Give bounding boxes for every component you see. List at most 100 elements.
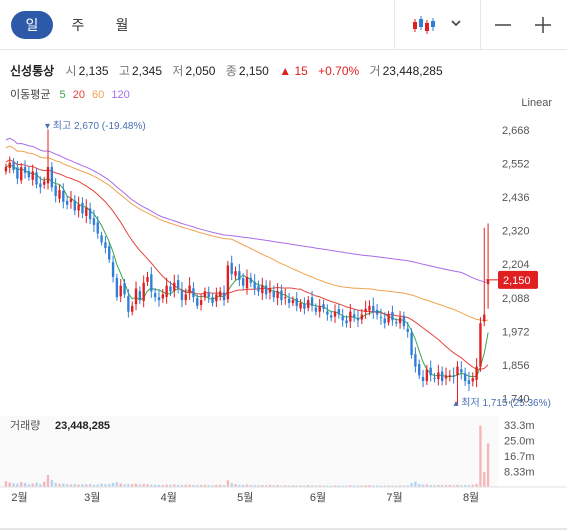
x-tick-label: 3월 — [84, 491, 100, 504]
candle-body — [54, 185, 57, 196]
volume-bar — [483, 472, 486, 487]
candle-body — [253, 281, 256, 289]
current-price-label: 2,150 — [503, 275, 531, 287]
change-arrow: ▲ — [279, 64, 292, 78]
tab-monthly[interactable]: 월 — [115, 17, 129, 33]
volume-bar — [429, 484, 432, 487]
volume-bar — [418, 484, 421, 487]
volume-bar — [127, 484, 130, 487]
candle-body — [134, 288, 138, 305]
x-tick-label: 5월 — [237, 491, 253, 504]
volume-bar — [280, 485, 283, 487]
candle-body — [264, 285, 268, 295]
volume-tick-label: 8.33m — [504, 466, 535, 478]
volume-bar — [249, 484, 253, 487]
candle-body — [356, 318, 360, 321]
candle-body — [425, 369, 429, 382]
candle-body — [16, 167, 19, 179]
candle-body — [153, 293, 157, 298]
candle-body — [146, 276, 149, 282]
y-tick-label: 2,204 — [502, 259, 530, 271]
y-tick-label: 2,668 — [502, 125, 530, 137]
candle-body — [391, 311, 394, 321]
volume-bar — [62, 483, 65, 487]
volume-bar — [460, 485, 463, 487]
candle-body — [42, 181, 46, 185]
volume-bar — [180, 485, 184, 487]
volume-bar — [471, 484, 474, 487]
volume-bar — [31, 483, 34, 487]
volume-tick-label: 33.3m — [504, 420, 535, 432]
zoom-in-button[interactable] — [528, 10, 558, 40]
volume-bar — [272, 485, 275, 487]
volume-bar — [8, 482, 11, 487]
candle-body — [50, 167, 54, 188]
volume-bar — [50, 479, 54, 487]
candle-body — [352, 314, 356, 318]
candle-body — [414, 354, 417, 367]
volume-bar — [475, 484, 478, 487]
volume-bar — [92, 484, 96, 487]
volume-bar — [330, 485, 333, 487]
low-value: 2,050 — [185, 64, 216, 78]
candle-body — [418, 364, 421, 376]
volume-bar — [96, 484, 99, 487]
ma-20-label: 20 — [72, 89, 85, 101]
volume-bar — [173, 484, 176, 487]
candle-body — [249, 277, 253, 283]
low-label: 저 — [172, 64, 184, 78]
ma-60-label: 60 — [92, 89, 105, 101]
candle-body — [8, 162, 11, 168]
moving-average-legend[interactable]: 이동평균 5 20 60 120 — [10, 86, 134, 102]
candle-body — [314, 307, 318, 312]
volume-bar — [307, 485, 310, 487]
candle-body — [341, 316, 344, 321]
candle-body — [398, 317, 402, 324]
y-tick-label: 2,436 — [502, 192, 530, 204]
volume-bar — [230, 482, 233, 487]
zoom-out-button[interactable] — [488, 10, 518, 40]
volume-bar — [134, 483, 138, 487]
volume-bar — [257, 485, 260, 487]
tab-weekly[interactable]: 주 — [71, 17, 85, 33]
candle-body — [349, 311, 352, 322]
candle-body — [406, 328, 409, 332]
high-annotation: ▾ 최고 2,670 (-19.48%) — [45, 120, 146, 132]
candle-body — [368, 305, 371, 311]
volume-bar — [349, 485, 352, 487]
candle-body — [284, 297, 287, 299]
volume-bar — [383, 485, 386, 487]
candle-body — [150, 274, 153, 292]
y-tick-label: 1,972 — [502, 326, 530, 338]
candle-body — [379, 317, 383, 319]
candle-body — [467, 380, 471, 384]
volume-bar — [345, 485, 348, 487]
candle-body — [211, 297, 214, 303]
volume-bar — [85, 484, 88, 487]
volume-bar — [410, 483, 413, 487]
volume-bar — [406, 485, 409, 487]
volume-bar — [73, 484, 76, 487]
minus-icon — [495, 24, 511, 26]
x-tick-label: 2월 — [11, 491, 27, 504]
candle-body — [230, 262, 233, 275]
candle-body — [196, 298, 199, 306]
volume-bar — [27, 484, 31, 487]
toolbar-divider — [394, 0, 395, 50]
volume-label: 거 — [369, 64, 381, 78]
volume-bar — [326, 485, 329, 487]
x-tick-label: 7월 — [386, 491, 402, 504]
volume-bar — [150, 484, 153, 487]
tab-daily[interactable]: 일 — [11, 11, 53, 39]
candle-body — [88, 208, 92, 220]
chart-type-dropdown[interactable] — [404, 10, 464, 40]
candle-body — [410, 332, 413, 356]
scale-mode-toggle[interactable]: Linear — [521, 97, 552, 109]
candle-body — [12, 161, 15, 170]
candle-body — [207, 293, 210, 298]
candle-body — [161, 294, 164, 299]
volume-bar — [379, 485, 383, 487]
candle-body — [310, 297, 314, 306]
change-value: 15 — [294, 64, 308, 78]
